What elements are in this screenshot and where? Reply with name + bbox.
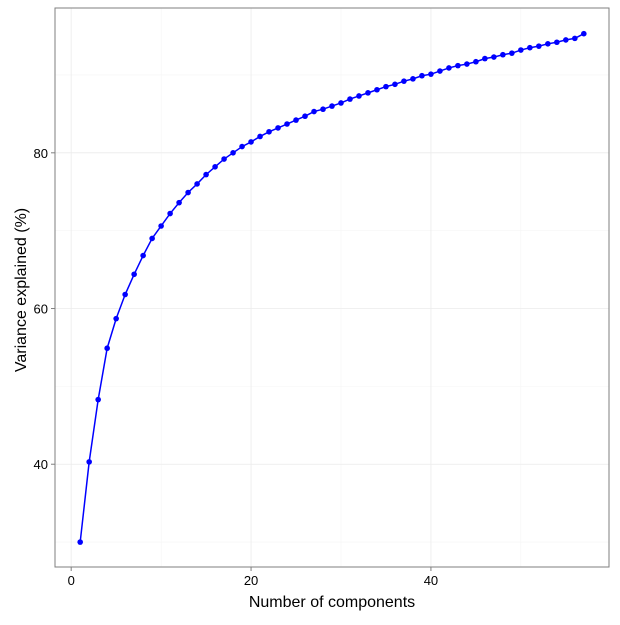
data-point [500,51,506,58]
data-point [149,235,155,242]
data-point [572,35,578,42]
data-point [365,90,371,96]
data-point [392,81,398,88]
data-point [545,41,551,47]
data-point [527,44,533,51]
data-point [563,37,569,43]
data-point [302,113,308,120]
data-point [266,128,272,135]
data-point [230,150,236,156]
x-tick-label: 0 [68,573,75,588]
data-point [140,252,146,259]
data-point [455,62,461,69]
data-point [347,96,353,102]
data-point [176,199,182,206]
data-point [203,171,209,178]
data-point [212,164,218,170]
data-point [410,76,416,82]
x-tick-label: 20 [244,573,258,588]
x-axis-label: Number of components [249,594,415,611]
x-tick-label: 40 [424,573,438,588]
data-point [320,106,326,113]
data-point [356,93,362,99]
data-point [554,39,560,46]
data-point [482,55,488,62]
y-tick-label: 80 [34,146,48,161]
data-point [581,30,587,37]
data-point [428,71,434,77]
data-point [329,103,335,109]
data-point [518,47,524,53]
data-point [194,181,200,187]
data-point [248,139,254,145]
data-point [275,125,281,131]
data-point [239,143,245,150]
data-point [284,121,290,127]
data-point [131,271,137,278]
data-point [509,50,515,56]
data-point [104,345,110,352]
data-point [464,61,470,67]
data-point [122,291,128,298]
data-point [95,396,101,403]
y-axis-label: Variance explained (%) [13,208,30,372]
data-point [446,65,452,71]
data-point [311,108,317,115]
data-point [113,315,119,322]
data-point [221,156,227,162]
data-point [374,86,380,93]
y-tick-label: 40 [34,457,48,472]
data-point [473,58,479,65]
data-point [401,78,407,84]
data-point [293,117,299,123]
data-point [86,459,92,465]
data-point [167,210,173,217]
data-point [437,68,443,74]
data-point [185,189,191,196]
y-tick-label: 60 [34,302,48,317]
data-point [419,72,425,79]
data-point [158,223,164,229]
plot-border [54,7,610,568]
data-point [77,539,83,545]
data-point [491,54,497,60]
data-point [536,43,542,49]
data-point [383,83,389,90]
data-point [257,133,263,140]
data-point [338,100,344,106]
